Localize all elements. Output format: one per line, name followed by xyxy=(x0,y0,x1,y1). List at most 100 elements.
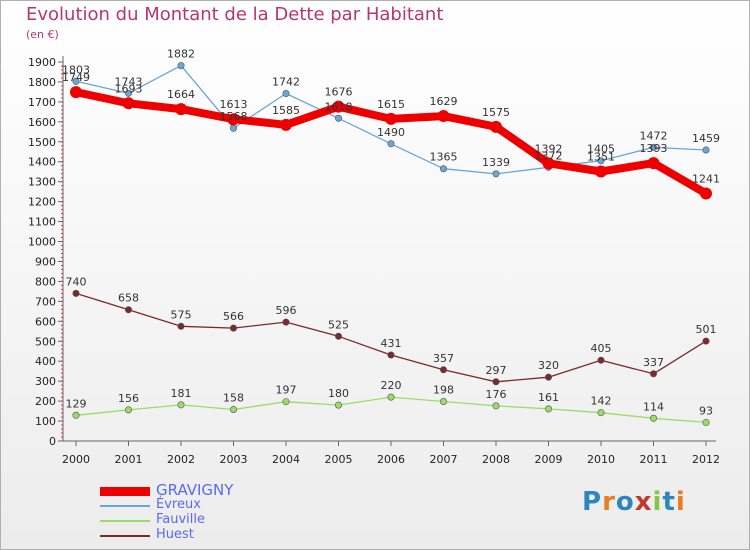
data-point-gravigny xyxy=(490,120,502,133)
x-tick-label: 2005 xyxy=(325,453,353,466)
data-point-fauville xyxy=(177,401,185,409)
y-tick-label: 1100 xyxy=(28,216,56,229)
data-point-gravigny xyxy=(700,187,712,200)
data-label-fauville: 180 xyxy=(328,387,349,400)
data-label-vreux: 1568 xyxy=(220,110,248,123)
data-label-gravigny: 1629 xyxy=(430,95,458,108)
data-point-huest xyxy=(282,318,290,326)
data-label-gravigny: 1693 xyxy=(115,82,143,95)
data-point-huest xyxy=(177,322,185,330)
data-label-huest: 596 xyxy=(276,304,297,317)
data-label-fauville: 114 xyxy=(643,400,664,413)
y-tick-label: 600 xyxy=(35,315,56,328)
data-label-fauville: 197 xyxy=(276,384,297,397)
data-point-huest xyxy=(649,370,657,378)
x-tick-label: 2002 xyxy=(167,453,195,466)
x-tick-label: 2008 xyxy=(482,453,510,466)
x-tick-label: 2009 xyxy=(535,453,563,466)
data-point-gravigny xyxy=(647,157,660,170)
series-line-fauville xyxy=(75,396,707,424)
legend-item-gravigny: GRAVIGNY xyxy=(100,481,300,499)
y-tick-label: 1400 xyxy=(28,156,56,169)
data-point-huest xyxy=(387,351,395,359)
axes: 0 100 200 300 400 500 600 700 800 900 1000 1100 1200… xyxy=(28,56,720,466)
y-tick-label: 1700 xyxy=(28,96,56,109)
data-label-huest: 740 xyxy=(66,275,87,288)
data-label-huest: 566 xyxy=(223,310,244,323)
data-label-vreux: 1459 xyxy=(692,132,720,145)
data-point-gravigny xyxy=(70,86,82,99)
data-point-huest xyxy=(702,337,710,345)
data-point-fauville xyxy=(334,401,342,409)
data-point-huest xyxy=(597,356,605,364)
data-point-vreux xyxy=(649,143,657,151)
data-label-vreux: 1365 xyxy=(430,151,458,164)
data-label-fauville: 176 xyxy=(486,388,507,401)
data-point-fauville xyxy=(230,405,238,413)
data-label-fauville: 93 xyxy=(699,404,713,417)
legend-item-huest: Huest xyxy=(100,527,300,543)
data-label-huest: 501 xyxy=(696,323,717,336)
data-label-fauville: 142 xyxy=(591,395,612,408)
data-point-huest xyxy=(492,378,500,386)
data-label-gravigny: 1613 xyxy=(220,98,248,111)
data-label-huest: 405 xyxy=(591,342,612,355)
data-label-vreux: 1372 xyxy=(535,149,563,162)
data-point-vreux xyxy=(177,62,185,70)
data-label-fauville: 158 xyxy=(223,391,244,404)
y-tick-label: 1800 xyxy=(28,76,56,89)
data-label-vreux: 1742 xyxy=(272,76,300,89)
x-tick-label: 2001 xyxy=(115,453,143,466)
data-label-gravigny: 1351 xyxy=(587,151,615,164)
x-tick-label: 2003 xyxy=(220,453,248,466)
series-lines xyxy=(70,62,712,426)
data-point-vreux xyxy=(597,157,605,165)
data-label-gravigny: 1575 xyxy=(482,106,510,119)
y-tick-label: 400 xyxy=(35,355,56,368)
data-point-fauville xyxy=(702,418,710,426)
data-point-gravigny xyxy=(280,118,292,131)
data-point-vreux xyxy=(230,124,238,132)
chart-subtitle: (en €) xyxy=(26,28,59,41)
legend-swatch-gravigny xyxy=(100,487,150,496)
legend-label-fauville: Fauville xyxy=(156,512,206,527)
y-tick-label: 500 xyxy=(35,335,56,348)
x-tick-label: 2007 xyxy=(430,453,458,466)
proxiti-logo: Proxiti xyxy=(582,487,686,517)
x-tick-label: 2010 xyxy=(587,453,615,466)
data-label-gravigny: 1393 xyxy=(640,142,668,155)
data-point-fauville xyxy=(492,402,500,410)
data-label-huest: 525 xyxy=(328,318,349,331)
data-label-fauville: 156 xyxy=(118,392,139,405)
y-tick-label: 1300 xyxy=(28,176,56,189)
y-tick-label: 700 xyxy=(35,295,56,308)
x-tick-label: 2004 xyxy=(272,453,300,466)
data-point-vreux xyxy=(334,114,342,122)
legend-label-evreux: Évreux xyxy=(156,497,201,512)
data-label-vreux: 1405 xyxy=(587,143,615,156)
data-point-huest xyxy=(439,366,447,374)
data-label-gravigny: 1676 xyxy=(325,86,353,99)
legend-item-fauville: Fauville xyxy=(100,512,300,528)
y-tick-label: 1600 xyxy=(28,116,56,129)
data-point-vreux xyxy=(492,170,500,178)
data-label-vreux: 1339 xyxy=(482,156,510,169)
data-point-fauville xyxy=(544,405,552,413)
legend-item-evreux: Évreux xyxy=(100,497,300,513)
y-tick-label: 1900 xyxy=(28,56,56,69)
data-label-fauville: 161 xyxy=(538,391,559,404)
data-label-huest: 658 xyxy=(118,292,139,305)
data-label-gravigny: 1749 xyxy=(62,71,90,84)
data-point-vreux xyxy=(439,165,447,173)
x-tick-label: 2000 xyxy=(62,453,90,466)
data-label-vreux: 1472 xyxy=(640,129,668,142)
legend-swatch-huest xyxy=(100,535,150,537)
data-point-huest xyxy=(125,306,133,314)
data-point-gravigny xyxy=(175,103,187,116)
data-point-gravigny xyxy=(385,112,397,125)
data-label-huest: 320 xyxy=(538,359,559,372)
y-tick-label: 900 xyxy=(35,255,56,268)
y-tick-label: 1200 xyxy=(28,196,56,209)
